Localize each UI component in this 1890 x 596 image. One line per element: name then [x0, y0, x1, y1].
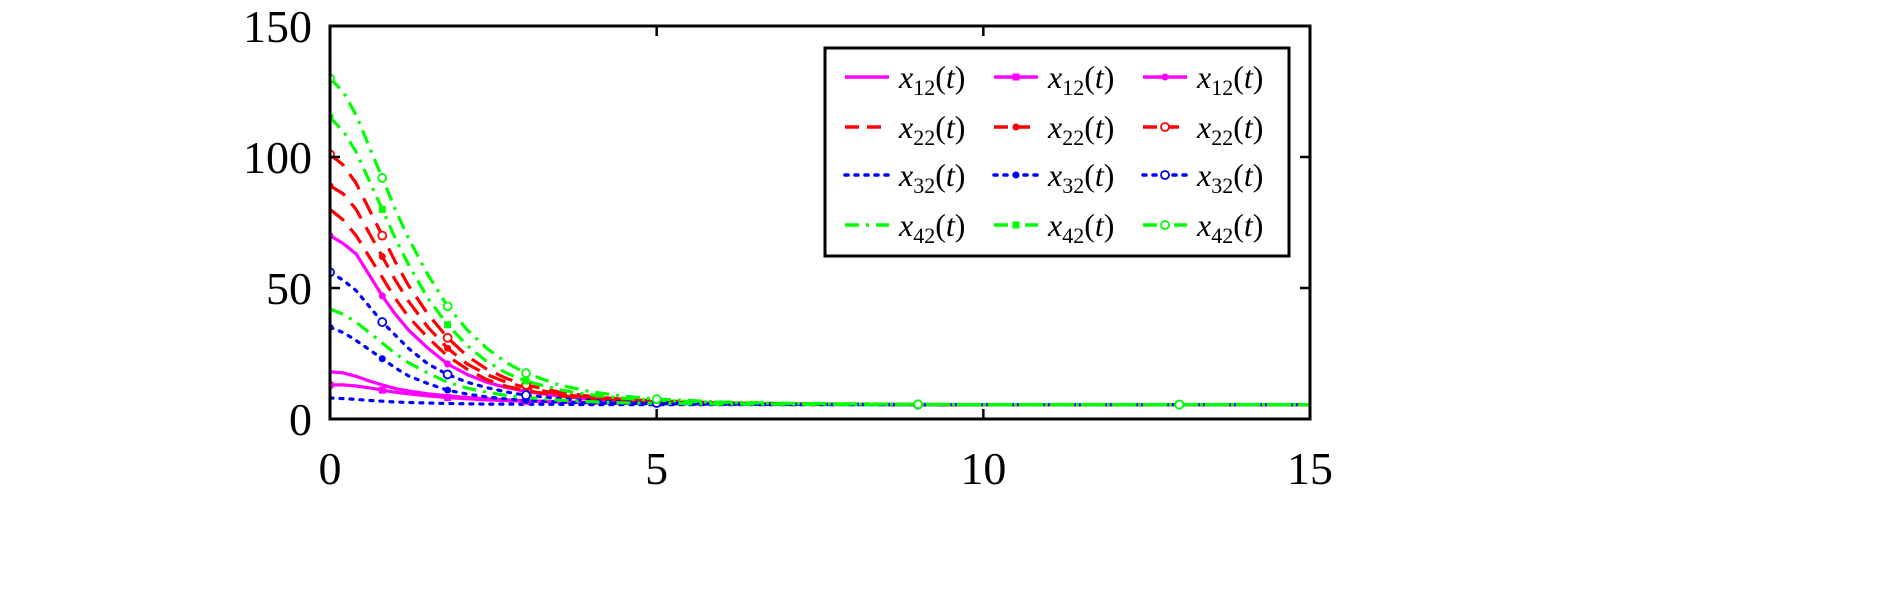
- series-line-12: [330, 77, 1310, 407]
- series-12-point: [442, 301, 453, 312]
- x-tick-label: 15: [1287, 443, 1333, 494]
- series-12-point: [1174, 399, 1185, 410]
- series-9-point: [442, 369, 453, 380]
- legend-label: x22(t): [898, 109, 965, 150]
- legend-marker: [1012, 73, 1020, 81]
- series-line-3: [330, 234, 1310, 407]
- y-tick-label: 50: [266, 263, 312, 314]
- series-11-point: [444, 321, 452, 329]
- series-2-point: [444, 394, 452, 402]
- legend-label: x32(t): [1196, 157, 1263, 198]
- series-9-point: [377, 317, 388, 327]
- series-3-point: [378, 292, 386, 300]
- legend-label: x32(t): [898, 157, 965, 198]
- series-5-point: [378, 253, 386, 261]
- series-12-point: [913, 399, 923, 410]
- legend-entry: x32(t): [843, 157, 965, 198]
- legend-box: [823, 46, 1291, 258]
- legend-label: x22(t): [1196, 109, 1263, 150]
- legend-entry: x32(t): [992, 157, 1114, 198]
- series-11-point: [330, 114, 334, 122]
- legend-label: x42(t): [1196, 207, 1263, 248]
- legend-label: x12(t): [1196, 59, 1263, 100]
- y-tick-label: 0: [289, 394, 312, 445]
- series-12-point: [521, 368, 531, 379]
- series-11-point: [522, 377, 530, 385]
- series-6-point: [442, 332, 453, 343]
- series-layer: [330, 77, 1310, 407]
- series-8-point: [378, 355, 386, 363]
- series-8-point: [444, 386, 452, 394]
- legend-entry: x22(t): [1143, 109, 1263, 150]
- series-line-11: [330, 116, 1310, 407]
- series-12-point: [377, 173, 388, 183]
- legend-entry: x42(t): [845, 207, 965, 248]
- legend-marker: [1012, 123, 1020, 131]
- legend: x12(t) x12(t) x12(t) x22(t) x22(t) x22(t) x32(…: [823, 46, 1291, 258]
- legend-entry: x12(t): [994, 59, 1114, 100]
- series-6-point: [377, 230, 388, 241]
- legend-entry: x42(t): [994, 207, 1114, 248]
- markers-layer: [330, 73, 1185, 410]
- series-11-point: [378, 205, 386, 213]
- x-tick-label: 0: [319, 443, 342, 494]
- legend-marker: [1160, 170, 1170, 180]
- legend-entry: x22(t): [845, 109, 965, 150]
- series-12-point: [651, 394, 662, 404]
- x-tick-label: 10: [960, 443, 1006, 494]
- series-2-point: [330, 381, 334, 389]
- ticks-layer: [328, 24, 1312, 421]
- legend-label: x12(t): [898, 59, 965, 100]
- legend-label: x42(t): [898, 207, 965, 248]
- series-9-point: [521, 390, 531, 401]
- series-line-7: [330, 396, 1310, 407]
- legend-entry: x12(t): [845, 59, 965, 100]
- legend-label: x32(t): [1047, 157, 1114, 198]
- legend-marker: [1012, 221, 1020, 229]
- series-5-point: [444, 344, 452, 352]
- legend-label: x42(t): [1047, 207, 1114, 248]
- series-line-10: [330, 307, 1310, 407]
- legend-entry: x22(t): [994, 109, 1114, 150]
- legend-marker: [1160, 220, 1170, 230]
- series-3-point: [444, 360, 452, 368]
- legend-entry: x12(t): [1143, 59, 1263, 100]
- legend-marker: [1160, 122, 1170, 132]
- series-2-point: [378, 386, 386, 394]
- legend-entry: x42(t): [1143, 207, 1263, 248]
- plot-frame: [328, 24, 1312, 421]
- legend-entry: x32(t): [1141, 157, 1263, 198]
- legend-label: x22(t): [1047, 109, 1114, 150]
- x-tick-label: 5: [645, 443, 668, 494]
- y-tick-label: 100: [243, 132, 312, 183]
- legend-marker: [1161, 73, 1169, 81]
- y-tick-label: 150: [243, 1, 312, 52]
- legend-marker: [1012, 171, 1020, 179]
- legend-label: x12(t): [1047, 59, 1114, 100]
